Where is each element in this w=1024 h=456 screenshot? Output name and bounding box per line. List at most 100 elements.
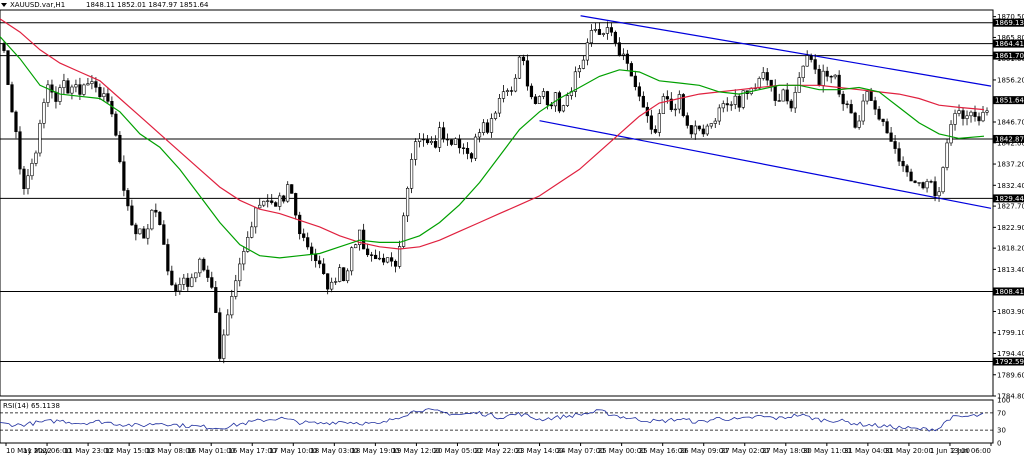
triangle-down-icon xyxy=(1,3,7,7)
candle-body xyxy=(837,74,841,95)
chart-ohlc: 1848.11 1852.01 1847.97 1851.64 xyxy=(86,1,209,9)
candle-body xyxy=(665,96,669,100)
candle-body xyxy=(661,96,665,114)
candle-body xyxy=(925,181,929,189)
candle-body xyxy=(713,120,717,124)
candle-body xyxy=(413,141,418,160)
candle-body xyxy=(226,314,230,336)
candle-body xyxy=(242,251,246,265)
y-tick-label: 1832.40 xyxy=(997,182,1024,190)
candle-body xyxy=(601,33,605,35)
x-tick-label: 31 May 20:00 xyxy=(885,447,933,455)
y-tick-label: 1789.60 xyxy=(997,371,1024,379)
current-price-box xyxy=(993,96,1024,105)
candle-body xyxy=(230,296,234,316)
y-tick-label: 1842.00 xyxy=(997,139,1024,147)
candle-body xyxy=(533,96,538,104)
candle-body xyxy=(238,263,242,282)
candle-body xyxy=(401,215,406,247)
candle-body xyxy=(218,312,222,359)
candle-body xyxy=(577,68,582,73)
candle-body xyxy=(485,122,490,133)
candle-body xyxy=(206,269,210,278)
x-tick-label: 30 May 11:00 xyxy=(803,447,851,455)
candle-body xyxy=(441,127,446,140)
level-price-label: 1842.87 xyxy=(995,135,1024,143)
candle-body xyxy=(557,92,562,112)
x-tick-label: 2 Jun 06:00 xyxy=(951,447,991,455)
candle-body xyxy=(222,334,226,359)
candle-body xyxy=(433,141,438,148)
candle-body xyxy=(905,165,909,173)
candle-body xyxy=(254,207,258,228)
candle-body xyxy=(901,160,905,167)
candle-body xyxy=(809,55,813,60)
y-tick-label: 1827.70 xyxy=(997,203,1024,211)
candle-body xyxy=(917,182,921,184)
candle-body xyxy=(202,258,206,271)
candle-body xyxy=(142,228,146,239)
candle-body xyxy=(813,59,817,70)
candle-body xyxy=(573,71,578,92)
candle-body xyxy=(541,91,546,97)
level-price-label: 1869.13 xyxy=(995,19,1024,27)
candle-body xyxy=(302,233,306,238)
candle-body xyxy=(909,171,913,182)
candle-body xyxy=(453,138,458,145)
candle-body xyxy=(10,84,14,113)
candle-body xyxy=(821,70,825,86)
candle-body xyxy=(330,281,334,290)
candle-body xyxy=(397,246,402,267)
candle-body xyxy=(106,93,110,102)
candle-body xyxy=(310,246,314,255)
candle-body xyxy=(22,168,26,190)
candle-body xyxy=(126,190,130,207)
candle-body xyxy=(781,89,785,102)
candle-body xyxy=(741,90,745,108)
y-axis-ticks: 1870.501865.801861.001856.201851.501846.… xyxy=(993,13,1024,401)
candle-body xyxy=(489,118,494,133)
candle-body xyxy=(677,94,681,110)
y-tick-label: 1856.20 xyxy=(997,76,1024,84)
y-tick-label: 1813.40 xyxy=(997,266,1024,274)
candle-body xyxy=(314,253,318,262)
candle-body xyxy=(501,91,506,99)
y-tick-label: 1803.90 xyxy=(997,308,1024,316)
candle-body xyxy=(793,92,797,109)
candle-body xyxy=(933,181,937,197)
candle-body xyxy=(657,113,661,133)
candle-body xyxy=(358,229,362,245)
candle-body xyxy=(737,95,741,108)
level-price-box xyxy=(993,39,1024,48)
candle-body xyxy=(537,96,542,104)
candle-body xyxy=(334,281,338,283)
candle-body xyxy=(877,108,881,120)
candle-body xyxy=(621,53,625,56)
candle-body xyxy=(294,193,298,216)
rsi-tick-label: 30 xyxy=(997,427,1006,435)
candle-body xyxy=(465,147,470,154)
candle-body xyxy=(921,182,925,189)
candle-body xyxy=(785,89,789,102)
candle-body xyxy=(457,138,462,149)
candle-body xyxy=(417,138,422,142)
candle-body xyxy=(605,27,609,34)
x-tick-label: 23 May 14:00 xyxy=(516,447,564,455)
candle-body xyxy=(290,184,294,194)
candle-body xyxy=(529,85,534,98)
candle-body xyxy=(937,191,941,197)
candle-body xyxy=(178,284,182,292)
candle-body xyxy=(945,142,949,168)
current-price-label: 1851.64 xyxy=(995,97,1024,105)
candle-body xyxy=(881,118,885,122)
y-tick-label: 1837.20 xyxy=(997,161,1024,169)
candle-body xyxy=(370,254,374,256)
candle-body xyxy=(82,84,86,95)
level-price-box xyxy=(993,134,1024,143)
candle-body xyxy=(338,267,342,282)
candle-body xyxy=(174,284,178,292)
x-tick-label: 31 May 04:00 xyxy=(844,447,892,455)
candle-body xyxy=(54,91,58,102)
